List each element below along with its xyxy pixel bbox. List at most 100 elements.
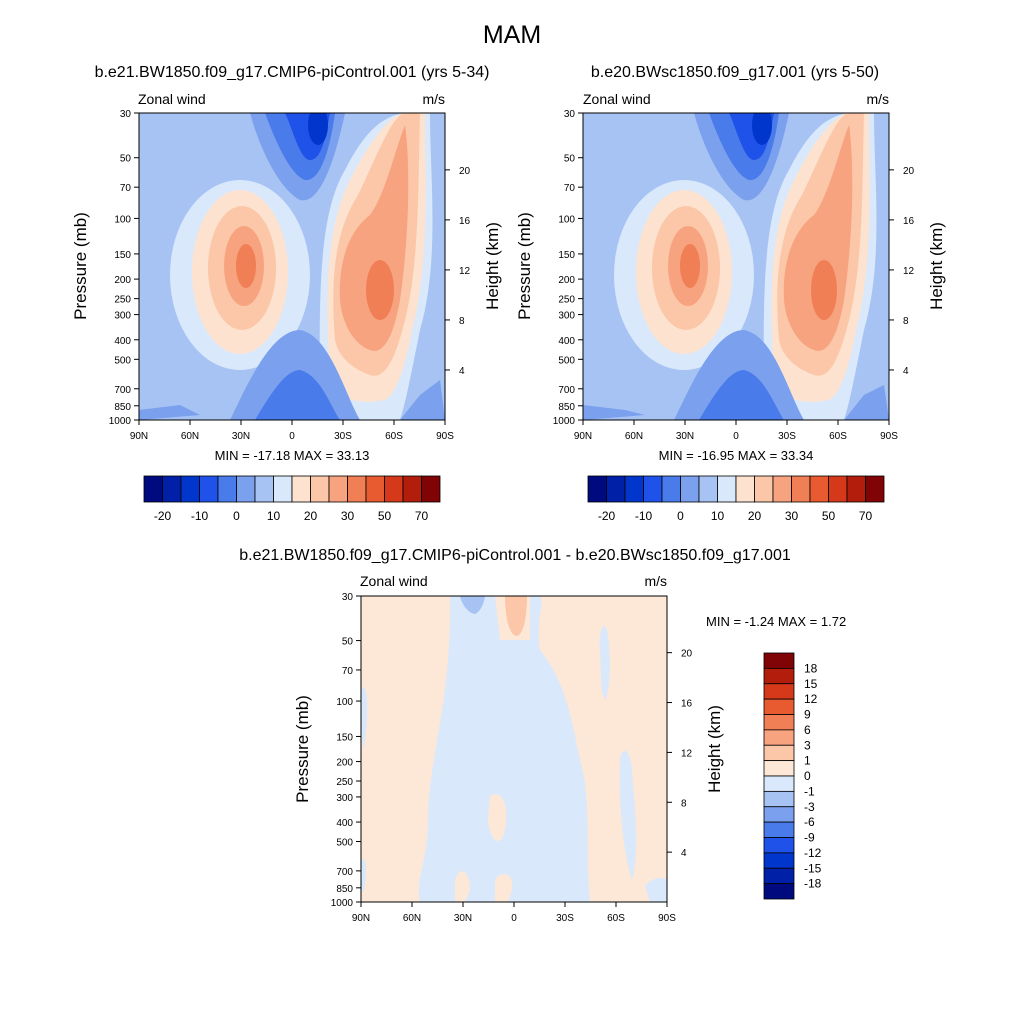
panel-1-lat-ticks: 90N 60N 30N 0 30S 60S 90S bbox=[130, 420, 454, 442]
colorbar-label: -10 bbox=[635, 509, 653, 523]
lat-tick-label: 60N bbox=[625, 431, 643, 442]
pressure-tick-label: 200 bbox=[114, 275, 131, 286]
colorbar-swatch bbox=[763, 821, 795, 838]
colorbar-label: 0 bbox=[677, 509, 684, 523]
panel-2-stats: MIN = -16.95 MAX = 33.34 bbox=[659, 448, 814, 463]
panel-1-height-ticks: 4 8 12 16 20 bbox=[445, 166, 471, 377]
colorbar-swatch bbox=[763, 652, 795, 669]
panel-2-units-label: m/s bbox=[866, 91, 889, 107]
colorbar-swatch bbox=[828, 475, 848, 503]
pressure-tick-label: 150 bbox=[336, 732, 353, 743]
panel-2-variable-label: Zonal wind bbox=[583, 91, 651, 107]
lat-tick-label: 90N bbox=[574, 431, 592, 442]
pressure-tick-label: 1000 bbox=[331, 898, 354, 909]
height-tick-label: 16 bbox=[903, 216, 915, 227]
height-tick-label: 4 bbox=[681, 848, 687, 859]
panel-2-title: b.e20.BWsc1850.f09_g17.001 (yrs 5-50) bbox=[591, 64, 879, 81]
pressure-tick-label: 200 bbox=[558, 275, 575, 286]
colorbar-label: -9 bbox=[804, 831, 815, 845]
pressure-tick-label: 850 bbox=[114, 402, 131, 413]
colorbar-swatch bbox=[717, 475, 737, 503]
lat-tick-label: 60N bbox=[181, 431, 199, 442]
colorbar-swatch bbox=[291, 475, 311, 503]
colorbar-swatch bbox=[698, 475, 718, 503]
colorbar-swatch bbox=[606, 475, 626, 503]
panel-1-height-axis-label: Height (km) bbox=[483, 222, 502, 310]
lat-tick-label: 60N bbox=[403, 913, 421, 924]
colorbar-label: -12 bbox=[804, 846, 822, 860]
colorbar-swatch bbox=[661, 475, 681, 503]
colorbar-label: 10 bbox=[711, 509, 725, 523]
colorbar-swatch bbox=[328, 475, 348, 503]
pressure-tick-label: 30 bbox=[564, 109, 576, 120]
pressure-tick-label: 250 bbox=[558, 295, 575, 306]
colorbar-swatch bbox=[587, 475, 607, 503]
height-tick-label: 12 bbox=[681, 748, 693, 759]
pressure-tick-label: 850 bbox=[558, 402, 575, 413]
colorbar-swatch bbox=[402, 475, 422, 503]
colorbar-label: 30 bbox=[785, 509, 799, 523]
panel-2-height-axis-label: Height (km) bbox=[927, 222, 946, 310]
lat-tick-label: 0 bbox=[511, 913, 517, 924]
panel-2-pressure-axis-label: Pressure (mb) bbox=[515, 212, 534, 320]
colorbar-label: 20 bbox=[748, 509, 762, 523]
colorbar-label: 20 bbox=[304, 509, 318, 523]
lat-tick-label: 90S bbox=[436, 431, 454, 442]
panel-1-title: b.e21.BW1850.f09_g17.CMIP6-piControl.001… bbox=[95, 64, 490, 81]
colorbar-swatch bbox=[763, 867, 795, 885]
pressure-tick-label: 70 bbox=[120, 183, 132, 194]
colorbar-label: -20 bbox=[598, 509, 616, 523]
colorbar-swatch bbox=[143, 475, 163, 503]
colorbar-swatch bbox=[217, 475, 237, 503]
panel-2-pressure-ticks: 30 50 70 100 150 200 250 300 400 500 700 850 1000 bbox=[553, 109, 583, 427]
lat-tick-label: 30S bbox=[556, 913, 574, 924]
colorbar-label: 15 bbox=[804, 677, 818, 691]
colorbar-swatch bbox=[347, 475, 367, 503]
figure-title: MAM bbox=[483, 21, 541, 49]
colorbar-swatch bbox=[162, 475, 182, 503]
panel-3-height-axis-label: Height (km) bbox=[705, 705, 724, 793]
pressure-tick-label: 70 bbox=[564, 183, 576, 194]
lat-tick-label: 0 bbox=[289, 431, 295, 442]
pressure-tick-label: 1000 bbox=[553, 416, 576, 427]
pressure-tick-label: 300 bbox=[336, 793, 353, 804]
panel-3-pressure-ticks: 30 50 70 100 150 200 250 300 400 500 700 850 1000 bbox=[331, 592, 361, 909]
colorbar-label: -18 bbox=[804, 877, 822, 891]
height-tick-label: 20 bbox=[681, 649, 693, 660]
lat-tick-label: 30S bbox=[334, 431, 352, 442]
colorbar-swatch bbox=[310, 475, 330, 503]
colorbar-label: 6 bbox=[804, 723, 811, 737]
colorbar-label: 70 bbox=[859, 509, 873, 523]
colorbar-swatch bbox=[772, 475, 792, 503]
lat-tick-label: 60S bbox=[607, 913, 625, 924]
colorbar-swatch bbox=[254, 475, 274, 503]
colorbar-label: -3 bbox=[804, 800, 815, 814]
colorbar-label: 1 bbox=[804, 754, 811, 768]
panel-1-pressure-axis-label: Pressure (mb) bbox=[71, 212, 90, 320]
colorbar-swatch bbox=[791, 475, 811, 503]
pressure-tick-label: 50 bbox=[564, 154, 576, 165]
height-tick-label: 8 bbox=[903, 316, 909, 327]
lat-tick-label: 60S bbox=[829, 431, 847, 442]
colorbar-swatch bbox=[763, 852, 795, 869]
colorbar-swatch bbox=[763, 667, 795, 685]
pressure-tick-label: 100 bbox=[336, 697, 353, 708]
pressure-tick-label: 100 bbox=[558, 214, 575, 225]
lat-tick-label: 30N bbox=[676, 431, 694, 442]
colorbar-label: 10 bbox=[267, 509, 281, 523]
colorbar-swatch bbox=[624, 475, 644, 503]
colorbar-label: -6 bbox=[804, 815, 815, 829]
colorbar-swatch bbox=[763, 775, 795, 792]
colorbar-swatch bbox=[643, 475, 663, 503]
pressure-tick-label: 50 bbox=[342, 637, 354, 648]
colorbar-swatch bbox=[735, 475, 755, 503]
panel-1: b.e21.BW1850.f09_g17.CMIP6-piControl.001… bbox=[71, 64, 502, 523]
pressure-tick-label: 400 bbox=[114, 336, 131, 347]
pressure-tick-label: 250 bbox=[336, 777, 353, 788]
lat-tick-label: 90S bbox=[880, 431, 898, 442]
colorbar-swatch bbox=[763, 744, 795, 762]
colorbar-swatch bbox=[763, 837, 795, 854]
colorbar-label: 0 bbox=[233, 509, 240, 523]
colorbar-swatch bbox=[384, 475, 404, 503]
panel-3-pressure-axis-label: Pressure (mb) bbox=[293, 695, 312, 803]
